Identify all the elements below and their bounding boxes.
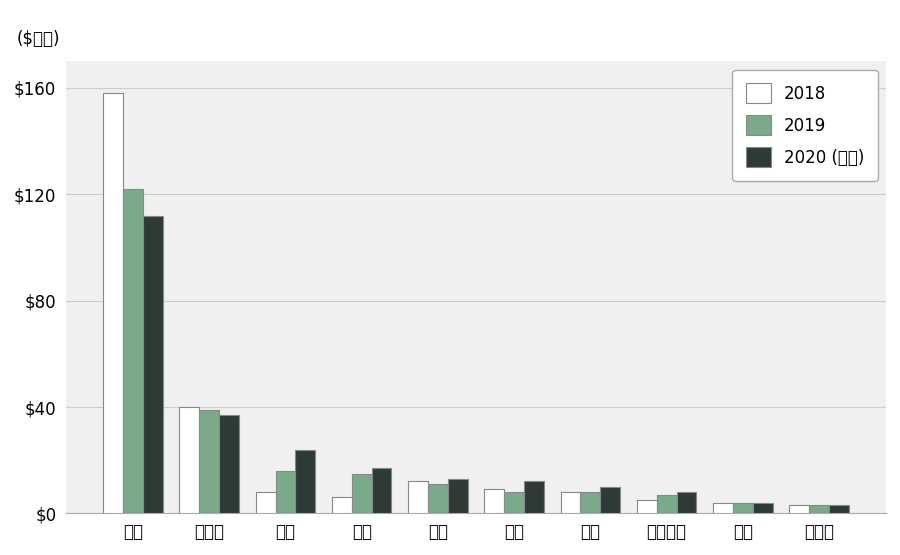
Bar (504, 492, 524, 513)
Bar (275, 471, 295, 513)
Bar (143, 215, 163, 513)
Bar (448, 479, 468, 513)
Bar (677, 492, 697, 513)
Bar (428, 484, 448, 513)
Bar (580, 492, 600, 513)
Bar (829, 506, 849, 513)
Bar (561, 492, 581, 513)
Bar (657, 495, 677, 513)
Bar (295, 450, 315, 513)
Bar (409, 482, 428, 513)
Bar (637, 500, 657, 513)
Bar (199, 410, 219, 513)
Bar (713, 503, 733, 513)
Bar (752, 503, 772, 513)
Legend: 2018, 2019, 2020 (预测): 2018, 2019, 2020 (预测) (733, 70, 878, 181)
Bar (809, 506, 829, 513)
Bar (332, 497, 352, 513)
Bar (372, 468, 392, 513)
Bar (179, 407, 199, 513)
Bar (123, 189, 143, 513)
Bar (219, 415, 239, 513)
Bar (524, 482, 544, 513)
Bar (484, 490, 504, 513)
Bar (600, 487, 620, 513)
Text: ($十亿): ($十亿) (17, 30, 60, 48)
Bar (789, 506, 809, 513)
Bar (256, 492, 275, 513)
Bar (104, 93, 123, 513)
Bar (733, 503, 752, 513)
Bar (352, 473, 372, 513)
